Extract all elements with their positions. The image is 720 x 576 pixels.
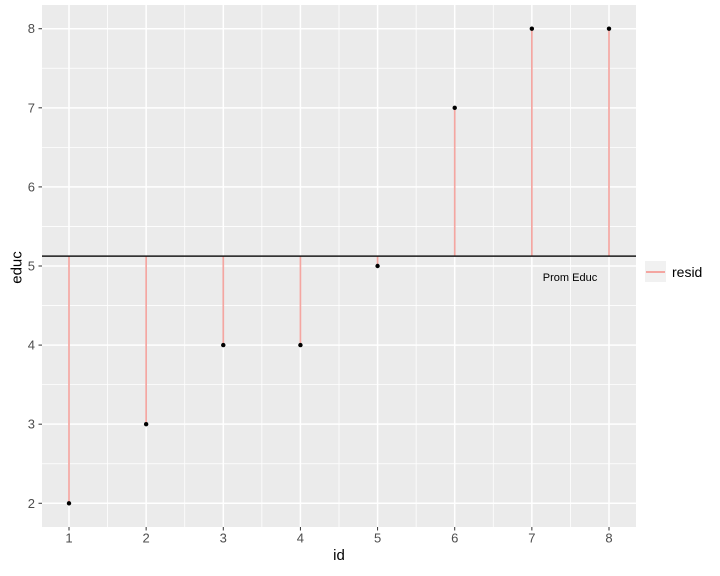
- y-axis-title: educ: [8, 251, 26, 284]
- x-tick-label: 2: [143, 531, 150, 546]
- y-tick-label: 5: [28, 259, 35, 274]
- data-point: [606, 26, 612, 31]
- data-point: [221, 342, 226, 348]
- x-tick-label: 7: [528, 531, 535, 546]
- data-point: [452, 105, 457, 111]
- data-point: [375, 263, 380, 269]
- x-tick-label: 3: [220, 531, 227, 546]
- x-tick-label: 1: [65, 531, 72, 546]
- resid-line-icon: [646, 270, 665, 273]
- y-tick-label: 4: [28, 338, 35, 353]
- x-tick-label: 8: [605, 531, 612, 546]
- legend-label: resid: [672, 263, 703, 280]
- y-tick-label: 7: [28, 100, 35, 115]
- x-tick-label: 4: [297, 531, 304, 546]
- data-point: [529, 26, 535, 31]
- x-tick-label: 5: [374, 531, 381, 546]
- mean-line-annotation: Prom Educ: [542, 272, 598, 284]
- data-point: [143, 421, 149, 427]
- legend-key: [645, 261, 666, 282]
- y-tick-label: 3: [28, 417, 35, 432]
- x-tick-label: 6: [451, 531, 458, 546]
- data-point: [298, 342, 303, 348]
- y-tick-label: 2: [28, 496, 35, 511]
- data-point: [66, 501, 72, 506]
- legend: resid: [645, 261, 702, 282]
- y-tick-label: 6: [28, 179, 35, 194]
- x-axis-title: id: [333, 547, 345, 564]
- y-tick-label: 8: [28, 21, 35, 36]
